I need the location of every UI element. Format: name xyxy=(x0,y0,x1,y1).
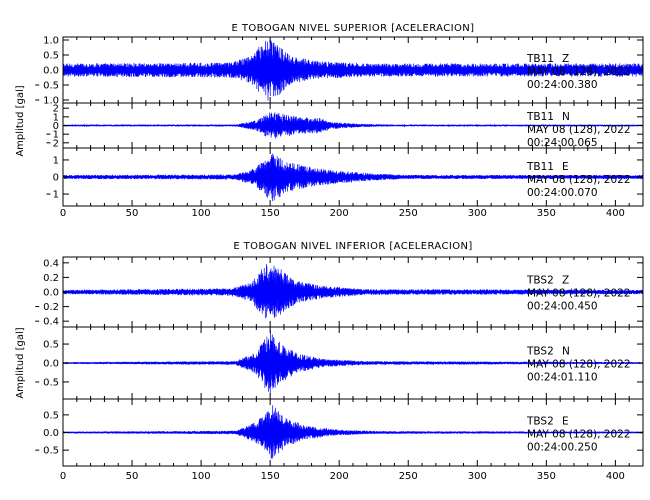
station-code: TBS2 xyxy=(526,345,554,357)
x-tick-label: 200 xyxy=(330,471,349,482)
y-tick-label: 0.5 xyxy=(43,446,59,457)
y-tick-label: 1 xyxy=(53,130,59,141)
x-tick-label: 300 xyxy=(468,471,487,482)
chart-title: E TOBOGAN NIVEL SUPERIOR [ACELERACION] xyxy=(232,23,475,34)
y-tick-label: 0.5 xyxy=(43,51,59,62)
record-time: 00:24:01.110 xyxy=(527,371,598,383)
y-axis-label: Amplitud [gal] xyxy=(15,327,26,398)
y-tick-label: 0.2 xyxy=(43,273,59,284)
y-tick-label: 0.2 xyxy=(43,302,59,313)
x-tick-label: 150 xyxy=(261,208,280,219)
x-tick-label: 400 xyxy=(606,471,625,482)
y-tick-label: 0.5 xyxy=(43,410,59,421)
waveform-line xyxy=(62,112,644,139)
record-time: 00:24:00.065 xyxy=(527,137,598,149)
chart-title: E TOBOGAN NIVEL INFERIOR [ACELERACION] xyxy=(233,241,472,252)
record-date: MAY 08 (128), 2022 xyxy=(527,174,631,186)
component-code: N xyxy=(562,111,570,123)
x-tick-label: 50 xyxy=(126,208,139,219)
component-code: E xyxy=(562,161,569,173)
y-tick-label: 0.4 xyxy=(43,317,59,328)
x-tick-label: 250 xyxy=(399,471,418,482)
figure-1: E TOBOGAN NIVEL SUPERIOR [ACELERACION] Am… xyxy=(15,23,644,219)
figure-2: E TOBOGAN NIVEL INFERIOR [ACELERACION] Am… xyxy=(15,241,644,482)
y-tick-label: 0.0 xyxy=(43,66,59,77)
y-tick-label: 0.5 xyxy=(43,81,59,92)
y-tick-label: 0.0 xyxy=(43,359,59,370)
station-code: TBS2 xyxy=(526,275,554,287)
y-tick-label: 1 xyxy=(53,112,59,123)
component-code: Z xyxy=(562,53,569,65)
record-time: 00:24:00.070 xyxy=(527,187,598,199)
x-tick-label: 250 xyxy=(399,208,418,219)
y-tick-label: 0.5 xyxy=(43,377,59,388)
waveform-line xyxy=(62,405,644,460)
waveform-line xyxy=(62,153,644,202)
x-tick-label: 150 xyxy=(261,471,280,482)
y-tick-label: 0.4 xyxy=(43,258,59,269)
component-code: E xyxy=(562,415,569,427)
x-tick-label: 200 xyxy=(330,208,349,219)
y-tick-label: 0.0 xyxy=(43,288,59,299)
waveform-line xyxy=(62,263,644,319)
x-tick-label: 300 xyxy=(468,208,487,219)
station-code: TB11 xyxy=(526,53,554,65)
y-tick-label: 0 xyxy=(53,121,59,132)
y-tick-label: 2 xyxy=(53,138,59,149)
x-tick-label: 0 xyxy=(60,471,66,482)
record-date: MAY 08 (128), 2022 xyxy=(527,66,631,78)
y-tick-label: 0.5 xyxy=(43,340,59,351)
x-tick-label: 50 xyxy=(126,471,139,482)
y-tick-label: 1 xyxy=(53,190,59,201)
x-tick-label: 100 xyxy=(192,208,211,219)
y-tick-label: 1.0 xyxy=(43,36,59,47)
y-tick-label: 2 xyxy=(53,104,59,115)
x-tick-label: 350 xyxy=(537,208,556,219)
y-axis-label: Amplitud [gal] xyxy=(15,85,26,156)
waveform-line xyxy=(62,40,644,101)
record-time: 00:24:00.450 xyxy=(527,301,598,313)
station-code: TB11 xyxy=(526,161,554,173)
y-tick-label: 0 xyxy=(53,173,59,184)
record-date: MAY 08 (128), 2022 xyxy=(527,428,631,440)
record-time: 00:24:00.250 xyxy=(527,441,598,453)
record-date: MAY 08 (128), 2022 xyxy=(527,288,631,300)
station-code: TBS2 xyxy=(526,415,554,427)
y-tick-label: 1 xyxy=(53,155,59,166)
waveform-line xyxy=(62,330,644,396)
y-tick-label: 1.0 xyxy=(43,96,59,107)
record-date: MAY 08 (128), 2022 xyxy=(527,358,631,370)
component-code: N xyxy=(562,345,570,357)
x-tick-label: 400 xyxy=(606,208,625,219)
record-time: 00:24:00.380 xyxy=(527,79,598,91)
record-date: MAY 08 (128), 2022 xyxy=(527,124,631,136)
x-tick-label: 350 xyxy=(537,471,556,482)
station-code: TB11 xyxy=(526,111,554,123)
x-tick-label: 100 xyxy=(192,471,211,482)
x-tick-label: 0 xyxy=(60,208,66,219)
y-tick-label: 0.0 xyxy=(43,428,59,439)
component-code: Z xyxy=(562,275,569,287)
